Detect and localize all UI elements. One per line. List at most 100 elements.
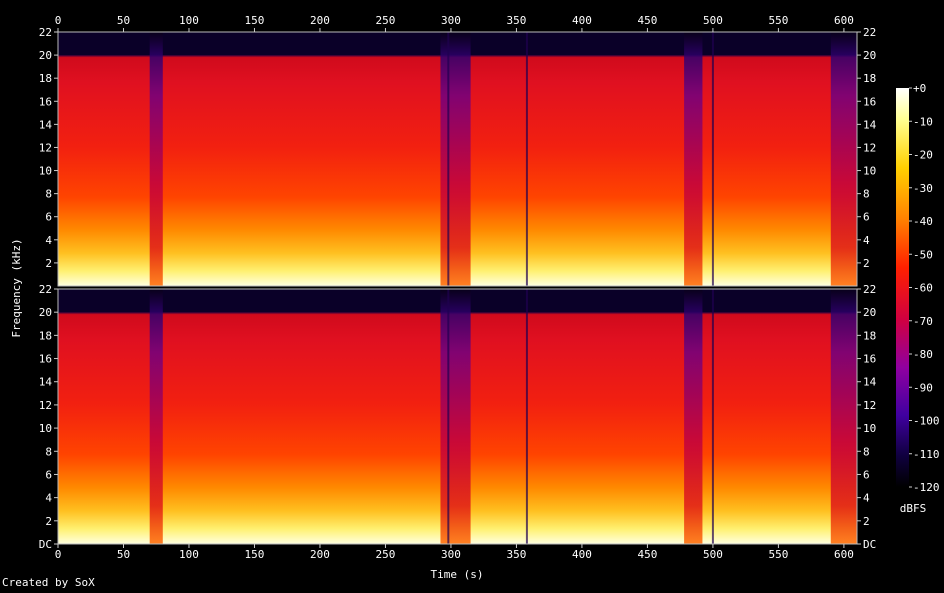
y-tick-label-left: 22 <box>39 283 52 296</box>
x-tick-label-bottom: 0 <box>55 548 62 561</box>
channel-2-frame <box>57 288 858 545</box>
channel-2-quiet-segment <box>830 289 857 544</box>
y-tick-label-right: 20 <box>863 306 876 319</box>
y-tick-label-left: 8 <box>45 188 52 201</box>
x-tick-label-bottom: 400 <box>572 548 592 561</box>
channel-2-dropout <box>711 289 714 544</box>
colorbar-tick-label: -20 <box>913 149 933 162</box>
y-tick-label-left: 2 <box>45 257 52 270</box>
channel-2-dropout <box>525 289 528 544</box>
y-tick-label-left: DC <box>39 538 52 551</box>
y-tick-label-left: 6 <box>45 468 52 481</box>
channel-1-quiet-segment <box>440 32 471 286</box>
y-tick-label-right: 16 <box>863 95 876 108</box>
y-tick-label-right: 16 <box>863 353 876 366</box>
y-tick-label-left: 12 <box>39 399 52 412</box>
colorbar-tick-label: -40 <box>913 215 933 228</box>
y-tick-label-left: 16 <box>39 353 52 366</box>
y-tick-label-left: 4 <box>45 492 52 505</box>
x-tick-label-bottom: 450 <box>637 548 657 561</box>
y-tick-label-right: 6 <box>863 211 870 224</box>
x-tick-label-bottom: 250 <box>376 548 396 561</box>
x-tick-label-top: 350 <box>507 14 527 27</box>
x-tick-label-top: 450 <box>637 14 657 27</box>
credit-text: Created by SoX <box>2 576 95 589</box>
y-tick-label-right: 20 <box>863 49 876 62</box>
channel-1-dropout <box>525 32 528 286</box>
y-axis-label: Frequency (kHz) <box>10 238 23 337</box>
colorbar-tick-label: +0 <box>913 82 926 95</box>
x-tick-label-top: 300 <box>441 14 461 27</box>
x-tick-label-bottom: 100 <box>179 548 199 561</box>
colorbar-tick-label: -70 <box>913 315 933 328</box>
channel-1-quiet-segment <box>684 32 703 286</box>
channel-2-quiet-segment <box>149 289 163 544</box>
y-tick-label-right: 22 <box>863 26 876 39</box>
y-tick-label-left: 20 <box>39 49 52 62</box>
y-tick-label-left: 16 <box>39 95 52 108</box>
y-tick-label-right: 2 <box>863 515 870 528</box>
x-tick-label-top: 150 <box>245 14 265 27</box>
channel-1-dropout <box>447 32 450 286</box>
y-tick-label-right: 8 <box>863 188 870 201</box>
colorbar-gradient <box>896 88 909 487</box>
channel-1-panel <box>57 31 858 287</box>
y-tick-label-left: 2 <box>45 515 52 528</box>
x-tick-label-bottom: 150 <box>245 548 265 561</box>
colorbar-tick-label: -50 <box>913 248 933 261</box>
y-tick-label-right: 10 <box>863 422 876 435</box>
y-tick-label-left: 10 <box>39 422 52 435</box>
channel-2-quiet-segment <box>684 289 703 544</box>
y-tick-label-right: 10 <box>863 165 876 178</box>
x-tick-label-bottom: 500 <box>703 548 723 561</box>
y-tick-label-left: 12 <box>39 141 52 154</box>
y-tick-label-left: 8 <box>45 445 52 458</box>
y-tick-label-right: 6 <box>863 468 870 481</box>
x-tick-label-top: 50 <box>117 14 130 27</box>
y-tick-label-left: 4 <box>45 234 52 247</box>
channel-1-frame <box>57 31 858 287</box>
colorbar-tick-label: -60 <box>913 282 933 295</box>
y-tick-label-right: 4 <box>863 492 870 505</box>
y-tick-label-right: DC <box>863 538 876 551</box>
axes: 0 0 50 50 100 100 150 150 200 200 250 250 300 300 350 3… <box>39 14 877 561</box>
x-tick-label-top: 550 <box>768 14 788 27</box>
y-tick-label-left: 14 <box>39 376 53 389</box>
channel-1-dropout <box>711 32 714 286</box>
x-tick-label-top: 400 <box>572 14 592 27</box>
x-tick-label-top: 600 <box>834 14 854 27</box>
x-tick-label-bottom: 550 <box>768 548 788 561</box>
colorbar-tick-label: -80 <box>913 348 933 361</box>
x-tick-label-top: 500 <box>703 14 723 27</box>
x-tick-label-bottom: 350 <box>507 548 527 561</box>
channel-1-quiet-segment <box>149 32 163 286</box>
x-tick-label-bottom: 50 <box>117 548 130 561</box>
channel-2-panel <box>57 288 858 545</box>
y-tick-label-right: 22 <box>863 283 876 296</box>
y-tick-label-right: 12 <box>863 141 876 154</box>
colorbar: +0 -10 -20 -30 -40 -50 -60 -70 -80 -90 -100 -110 -12… <box>896 82 940 494</box>
y-tick-label-left: 14 <box>39 118 53 131</box>
colorbar-tick-label: -100 <box>913 415 940 428</box>
x-tick-label-bottom: 200 <box>310 548 330 561</box>
x-tick-label-bottom: 300 <box>441 548 461 561</box>
y-tick-label-left: 10 <box>39 165 52 178</box>
y-tick-label-left: 18 <box>39 329 52 342</box>
y-tick-label-left: 18 <box>39 72 52 85</box>
x-tick-label-top: 100 <box>179 14 199 27</box>
x-tick-label-top: 200 <box>310 14 330 27</box>
y-tick-label-right: 8 <box>863 445 870 458</box>
y-tick-label-right: 14 <box>863 376 877 389</box>
colorbar-tick-label: -30 <box>913 182 933 195</box>
y-tick-label-left: 22 <box>39 26 52 39</box>
y-tick-label-right: 18 <box>863 329 876 342</box>
y-tick-label-right: 14 <box>863 118 877 131</box>
y-tick-label-right: 2 <box>863 257 870 270</box>
x-axis-label: Time (s) <box>431 568 484 581</box>
colorbar-tick-label: -120 <box>913 481 940 494</box>
colorbar-label: dBFS <box>900 502 927 515</box>
colorbar-tick-label: -110 <box>913 448 940 461</box>
colorbar-tick-label: -90 <box>913 381 933 394</box>
channel-2-quiet-segment <box>440 289 471 544</box>
